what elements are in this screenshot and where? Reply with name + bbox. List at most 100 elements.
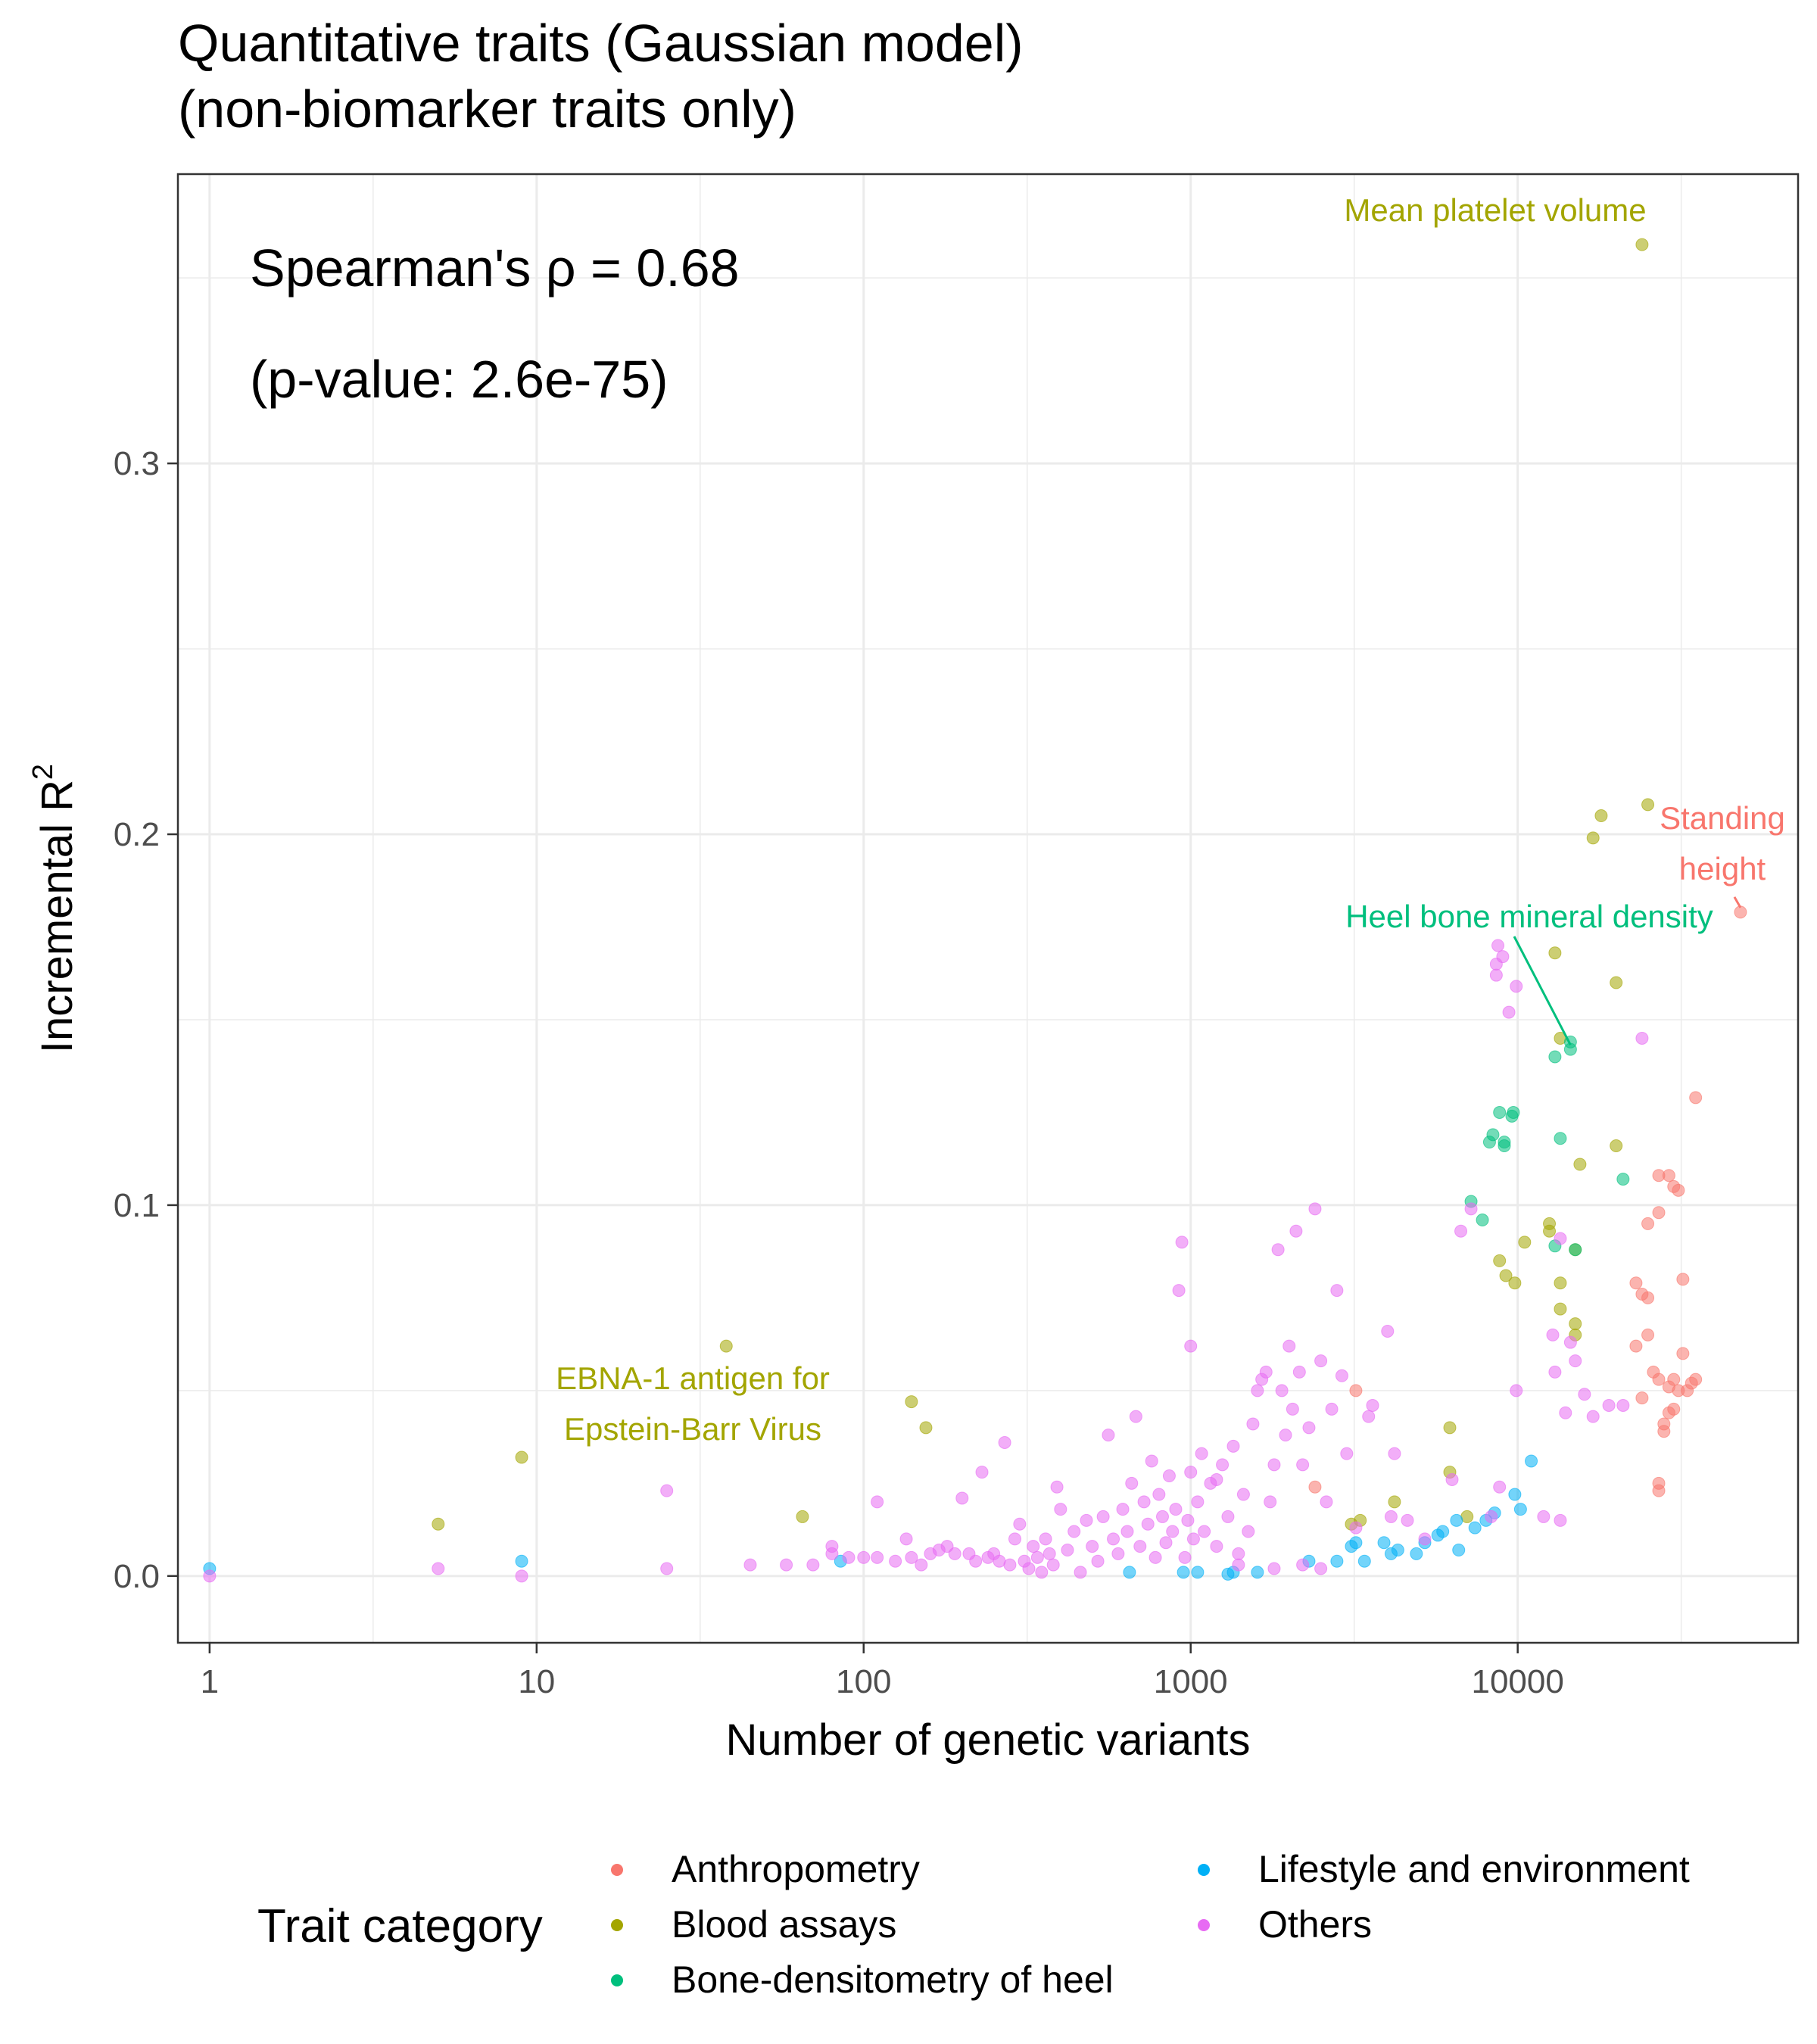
data-point — [1198, 1525, 1211, 1538]
data-point — [1308, 1202, 1322, 1216]
data-point — [1314, 1562, 1328, 1575]
data-point — [743, 1558, 757, 1572]
data-point — [1349, 1521, 1363, 1535]
data-point — [1508, 1276, 1522, 1290]
data-point — [1178, 1550, 1192, 1564]
data-point — [1022, 1562, 1036, 1575]
data-point — [1362, 1410, 1376, 1423]
data-point — [1172, 1284, 1186, 1298]
data-point — [1377, 1536, 1391, 1550]
data-point — [1289, 1224, 1303, 1238]
data-point — [1286, 1402, 1299, 1416]
data-point — [1559, 1406, 1572, 1419]
data-point — [1264, 1495, 1277, 1509]
data-point — [1586, 1410, 1600, 1423]
y-tick-label: 0.2 — [114, 816, 160, 853]
data-point — [1340, 1447, 1354, 1460]
x-tick-label: 10 — [518, 1663, 555, 1700]
data-point — [1548, 946, 1562, 960]
data-point — [857, 1550, 871, 1564]
data-point — [1629, 1276, 1643, 1290]
data-point — [1035, 1566, 1049, 1579]
data-point — [1493, 1105, 1507, 1119]
data-point — [1388, 1447, 1401, 1460]
legend-key — [611, 1919, 623, 1931]
data-point — [1308, 1480, 1322, 1494]
legend-label: Blood assays — [672, 1903, 896, 1946]
data-point — [1569, 1243, 1582, 1257]
annotation-label: EBNA-1 antigen for — [556, 1360, 830, 1396]
data-point — [969, 1554, 983, 1568]
data-point — [1436, 1525, 1450, 1538]
data-point — [432, 1517, 445, 1531]
data-point — [1518, 1235, 1532, 1249]
data-point — [1508, 1488, 1522, 1501]
data-point — [1418, 1532, 1432, 1546]
data-point — [842, 1550, 856, 1564]
data-point — [1259, 1365, 1273, 1379]
y-tick-label: 0.3 — [114, 445, 160, 482]
legend-key — [611, 1974, 623, 1986]
data-point — [1123, 1566, 1136, 1579]
data-point — [1061, 1544, 1074, 1557]
data-point — [975, 1466, 989, 1479]
series-lifestyle-and-environment — [203, 1454, 1538, 1581]
data-point — [1152, 1488, 1166, 1501]
x-axis-title: Number of genetic variants — [725, 1715, 1250, 1765]
series-bone-densitometry-of-heel — [1464, 1035, 1630, 1257]
data-point — [1548, 1050, 1562, 1064]
data-point — [1137, 1495, 1151, 1509]
x-tick-label: 10000 — [1471, 1663, 1563, 1700]
data-point — [1184, 1466, 1198, 1479]
data-point — [1489, 968, 1503, 982]
data-point — [1027, 1540, 1040, 1553]
data-point — [1676, 1273, 1690, 1286]
data-point — [1629, 1339, 1643, 1353]
data-point — [1246, 1417, 1260, 1431]
data-point — [1537, 1510, 1551, 1523]
data-point — [1652, 1373, 1666, 1386]
data-point — [1510, 980, 1523, 993]
data-point — [1210, 1540, 1223, 1553]
data-point — [1050, 1480, 1064, 1494]
data-point — [1689, 1091, 1703, 1105]
data-point — [1454, 1224, 1468, 1238]
data-point — [1279, 1429, 1292, 1442]
annotation-label: Heel bone mineral density — [1345, 899, 1713, 934]
data-point — [1602, 1398, 1616, 1412]
data-point — [1476, 1214, 1489, 1227]
annotation-label: Mean platelet volume — [1344, 192, 1646, 228]
data-point — [1320, 1495, 1333, 1509]
data-point — [915, 1558, 928, 1572]
data-point — [871, 1495, 884, 1509]
data-point — [515, 1554, 528, 1568]
legend-title: Trait category — [257, 1900, 543, 1952]
data-point — [1573, 1158, 1587, 1171]
data-point — [1357, 1554, 1371, 1568]
data-point — [1554, 1513, 1567, 1527]
data-point — [1616, 1173, 1630, 1186]
data-point — [1493, 1254, 1507, 1267]
data-point — [1510, 1384, 1523, 1397]
data-point — [905, 1395, 918, 1409]
data-point — [1586, 831, 1600, 845]
series-blood-assays — [432, 238, 1655, 1531]
data-point — [1296, 1558, 1310, 1572]
data-point — [1641, 1291, 1655, 1304]
data-point — [1175, 1235, 1189, 1249]
data-point — [203, 1569, 217, 1583]
data-point — [1195, 1447, 1208, 1460]
data-point — [515, 1569, 528, 1583]
x-tick-label: 1 — [201, 1663, 219, 1700]
data-point — [1450, 1513, 1463, 1527]
data-point — [1641, 798, 1655, 812]
data-point — [1159, 1536, 1173, 1550]
data-point — [1443, 1421, 1457, 1435]
data-point — [1563, 1335, 1577, 1349]
data-point — [1672, 1183, 1685, 1197]
data-point — [1499, 1269, 1513, 1282]
y-axis-title-superscript: 2 — [27, 764, 59, 780]
data-point — [1169, 1503, 1183, 1516]
series-others — [203, 939, 1649, 1583]
